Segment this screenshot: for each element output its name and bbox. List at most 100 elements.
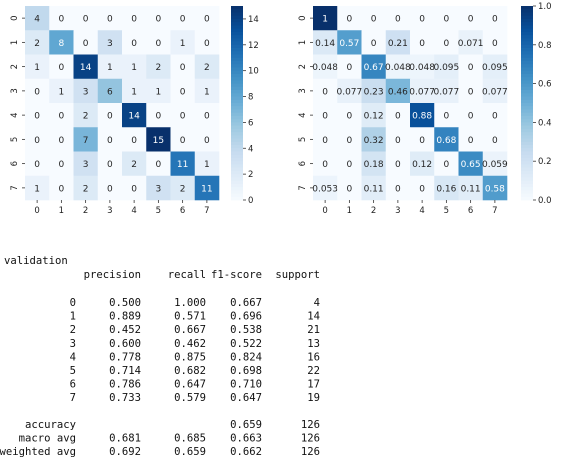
cell-annotation: 0 [131,184,137,194]
cell-annotation: 0 [204,112,210,122]
colorbar-segment [521,77,533,81]
report-summary-cell: 0.681 [109,433,141,445]
cell-annotation: 0 [156,39,162,49]
colorbar-tick-label: 14 [248,15,259,25]
heatmap-cell [482,78,508,104]
colorbar-segment [521,31,533,36]
heatmap-cell [337,127,362,152]
cell-annotation: 11 [177,160,188,170]
heatmap-cell [361,6,387,31]
classification-report-table: validation precision recall f1-score support… [0,255,320,458]
heatmap-cell [97,103,123,128]
colorbar-segment [231,22,243,26]
y-tick-label: 6 [298,161,308,166]
heatmap-cell [73,127,99,152]
colorbar-segment [521,115,533,120]
colorbar-segment [231,48,243,52]
heatmap-cell [337,151,362,177]
cell-annotation: 0 [131,136,137,146]
cell-annotation: 0 [347,15,353,25]
colorbar-segment [231,125,243,130]
heatmap-cell [337,175,362,201]
colorbar-segment [231,54,243,59]
report-cell: 0.579 [174,392,206,404]
report-summary-cell: 0.685 [174,433,206,445]
heatmap-cell [194,151,220,177]
cell-annotation: 0 [131,39,137,49]
x-tick-label: 7 [492,206,497,216]
heatmap-cell [25,151,50,177]
colorbar-segment [231,103,243,107]
report-cell: 2 [70,324,76,336]
heatmap-cell [146,54,171,80]
heatmap-cell [122,103,147,128]
heatmap-cell [25,175,50,201]
report-cell: 21 [307,324,320,336]
cell-annotation: 3 [83,160,89,170]
cell-annotation: 7 [83,136,89,146]
heatmap-cell [146,6,171,31]
cell-annotation: 0 [444,160,450,170]
colorbar-segment [521,180,533,185]
colorbar-segment [231,60,243,65]
report-cell: 0.682 [174,365,206,377]
cell-annotation: 0.048 [409,63,435,73]
heatmap-cell [122,175,147,201]
report-cell: 0.500 [109,297,141,309]
heatmap-cell [361,127,387,152]
heatmap-cell [410,6,435,31]
cell-annotation: 0 [107,112,113,122]
report-cell: 0.698 [230,365,262,377]
report-cell: 6 [70,379,76,391]
cell-annotation: 0 [34,87,40,97]
cell-annotation: 0.68 [436,136,456,146]
cell-annotation: 1 [59,87,65,97]
cell-annotation: 1 [131,87,137,97]
heatmap-cell [49,30,74,55]
colorbar-tick-label: 6 [248,118,253,128]
cell-annotation: 0 [204,136,210,146]
colorbar-tick-label: 12 [248,41,259,51]
y-tick-label: 1 [10,40,20,45]
report-cell: 0 [70,297,76,309]
report-cell: 14 [307,311,320,323]
cell-annotation: 0.16 [436,184,456,194]
report-cell: 0.710 [230,379,262,391]
report-cell: 0.667 [230,297,262,309]
colorbar-segment [521,112,533,117]
heatmap-cell [49,54,74,80]
colorbar-segment [521,93,533,97]
heatmap-cell [482,103,508,128]
report-cell: 7 [70,392,76,404]
heatmap-cell [73,30,99,55]
cell-annotation: 11 [201,184,212,194]
heatmap-cell [458,151,484,177]
heatmap-cell [361,103,387,128]
cell-annotation: 3 [107,39,113,49]
colorbar-segment [521,135,533,139]
heatmap-cell [122,78,147,104]
heatmap-cell [385,175,411,201]
heatmap-0: 4 0 0 0 0 0 0 02 8 0 3 0 0 1 01 0 14 1 1 2 0 20 1 3 6 1 1 0 10 0 2 0 14 0… [10,6,259,216]
cell-annotation: 6 [107,87,113,97]
y-tick-label: 0 [10,15,20,20]
colorbar-segment [521,86,533,91]
colorbar-segment [231,141,243,146]
cell-annotation: 0 [156,15,162,25]
report-cell: 16 [307,351,320,363]
colorbar-segment [231,35,243,39]
colorbar-segment [521,99,533,104]
report-summary-cell: 0.659 [230,419,262,431]
cell-annotation: 1 [34,63,40,73]
cell-annotation: 3 [156,184,162,194]
report-cell: 0.696 [230,311,262,323]
heatmap-cell [73,151,99,177]
cell-annotation: 0 [322,160,328,170]
heatmap-cell [361,78,387,104]
colorbar-segment [231,132,243,136]
heatmap-cell [361,54,387,80]
heatmap-cell [361,151,387,177]
colorbar-segment [521,103,533,107]
heatmap-cell [194,127,220,152]
x-tick-label: 2 [83,206,88,216]
